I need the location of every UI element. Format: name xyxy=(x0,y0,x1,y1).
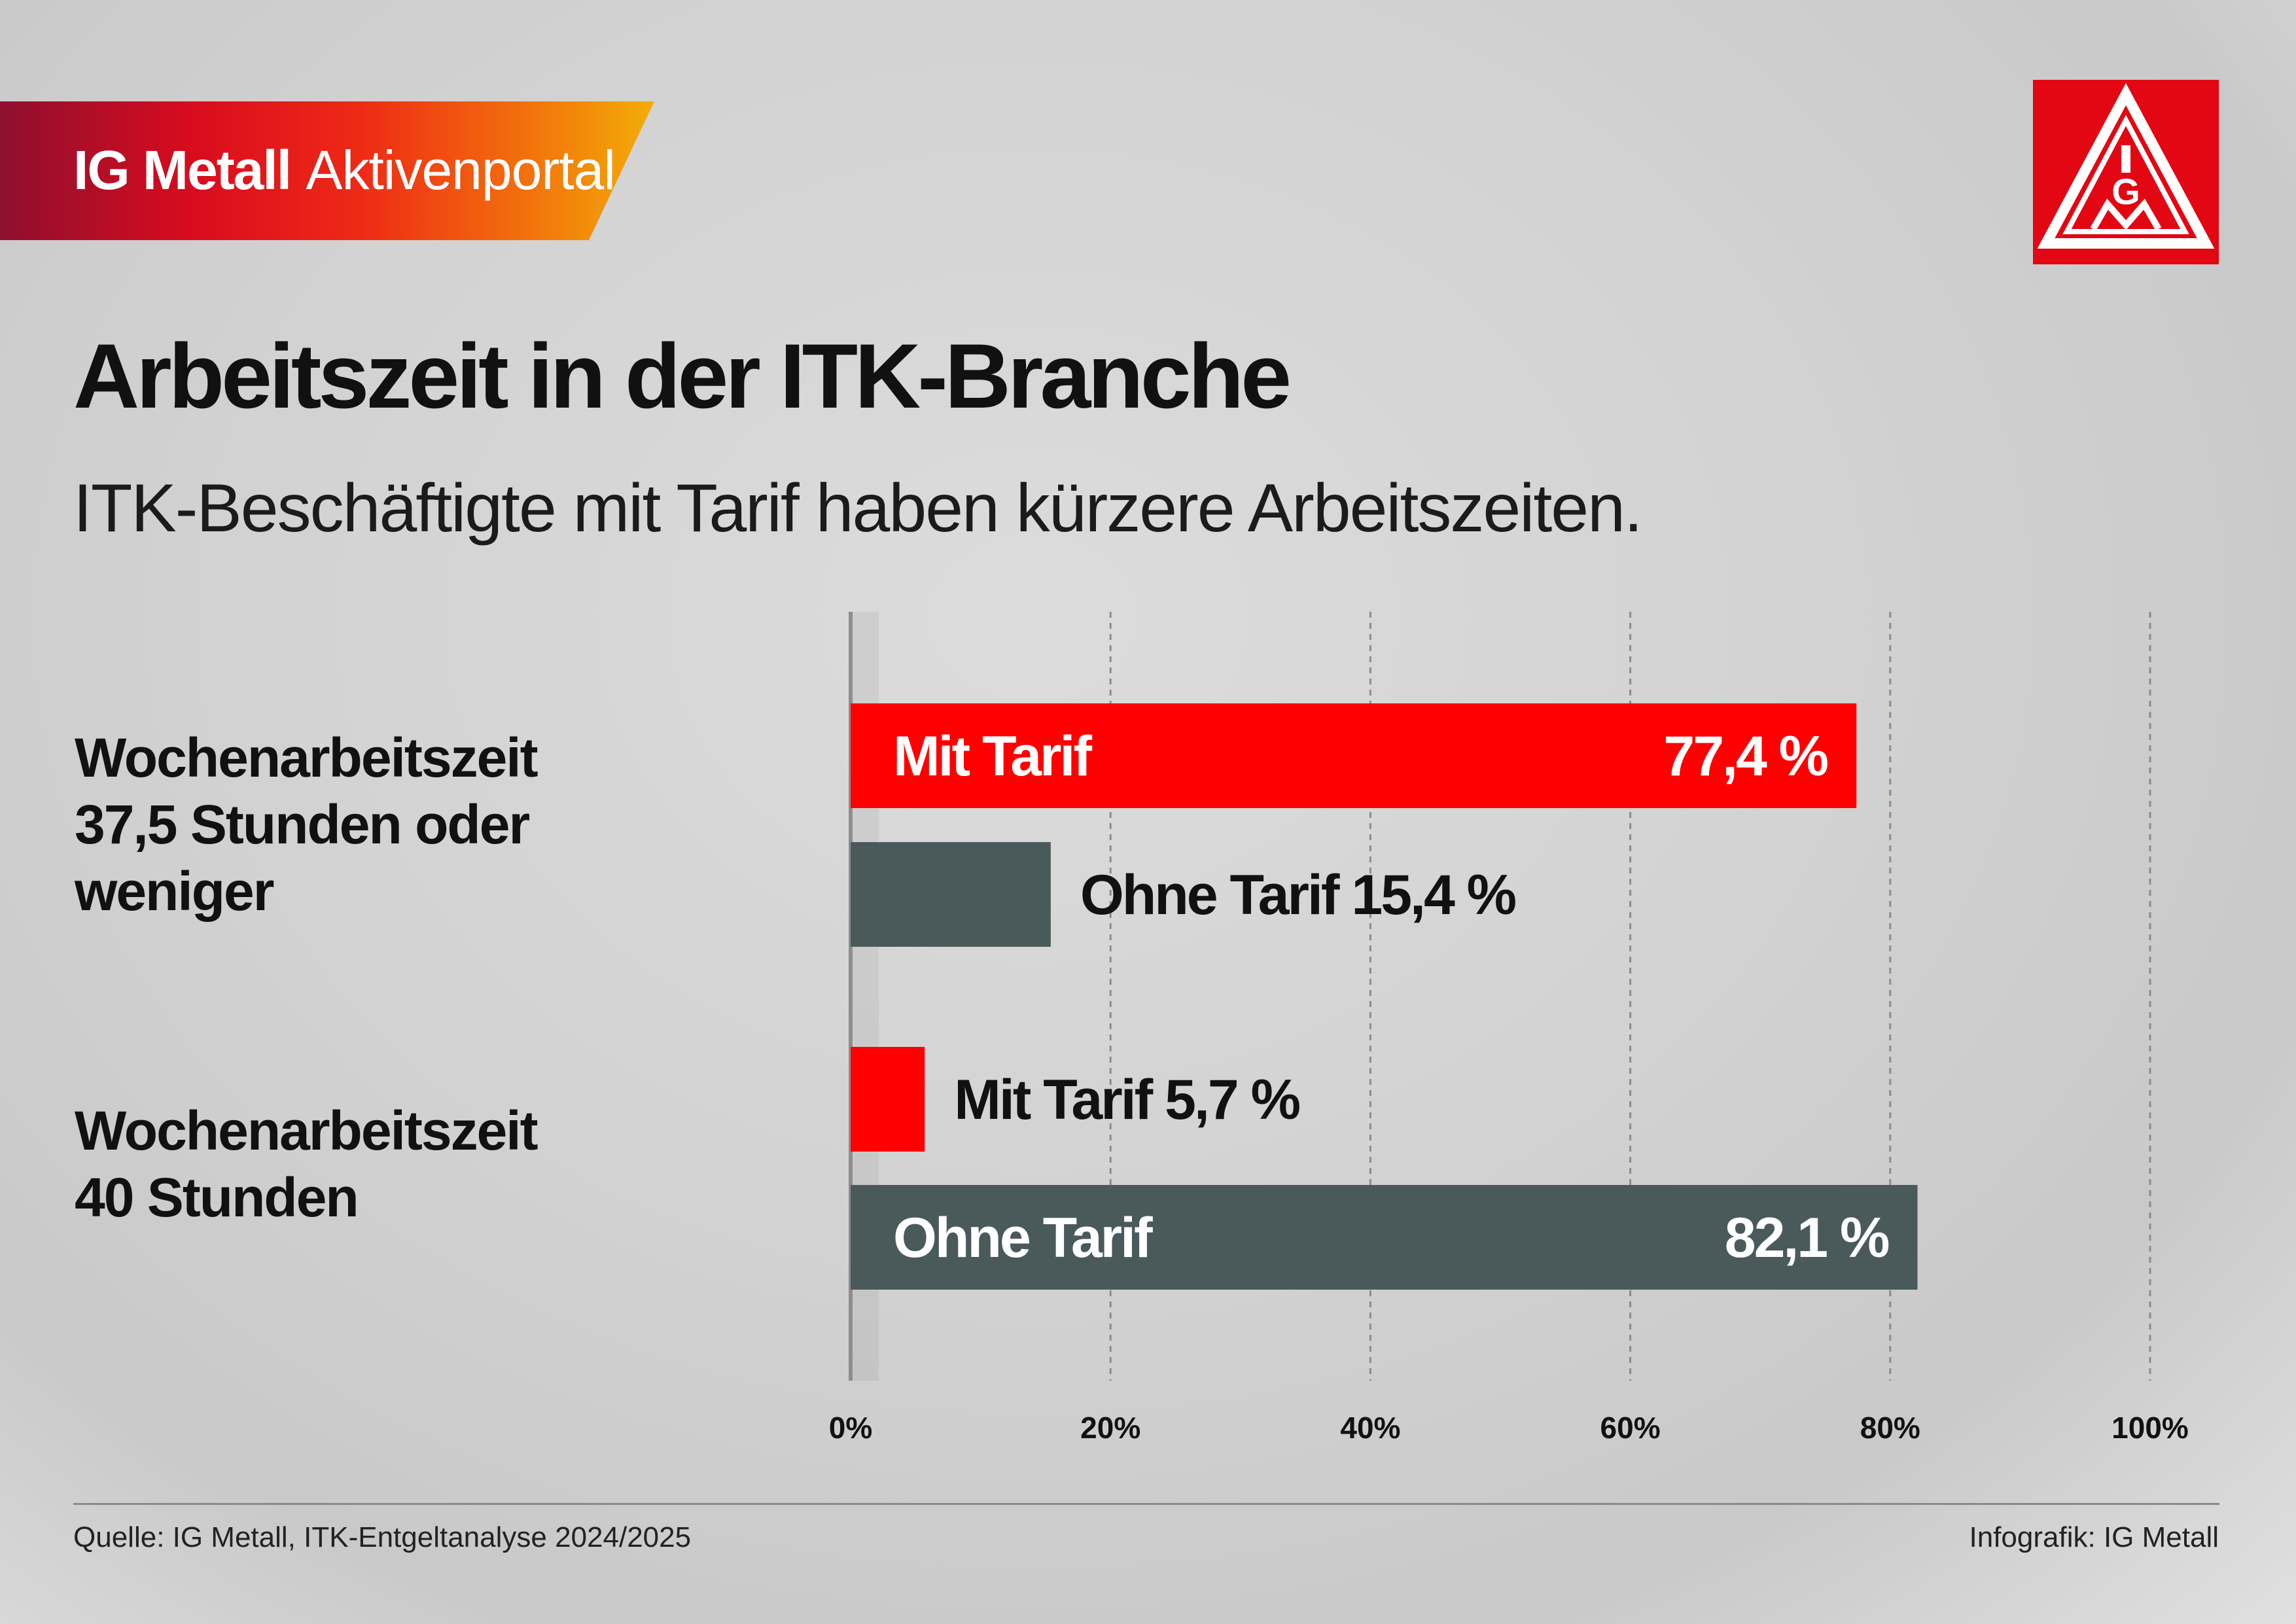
category-label-line: Wochenarbeitszeit xyxy=(75,727,539,788)
svg-text:G: G xyxy=(2111,171,2140,212)
x-tick-label: 20% xyxy=(1080,1411,1140,1445)
bar-value-label: 77,4 % xyxy=(1663,725,1828,788)
bar xyxy=(851,1185,1918,1290)
banner-portal: Aktivenportal xyxy=(306,139,616,201)
bar xyxy=(851,1047,925,1152)
source-note: Quelle: IG Metall, ITK-Entgeltanalyse 20… xyxy=(73,1521,692,1553)
footer-rule xyxy=(73,1503,2219,1505)
category-label-40: Wochenarbeitszeit 40 Stunden xyxy=(75,1097,539,1231)
bar-label: Mit Tarif 5,7 % xyxy=(954,1068,1299,1131)
category-label-line: 37,5 Stunden oder xyxy=(75,794,530,855)
category-label-line: Wochenarbeitszeit xyxy=(75,1100,539,1161)
bar-series-label: Ohne Tarif xyxy=(893,1207,1153,1269)
bar-value-label: 82,1 % xyxy=(1725,1207,1889,1269)
x-tick-label: 40% xyxy=(1340,1411,1400,1445)
category-label-line: weniger xyxy=(75,860,274,922)
brand-banner-text: IG Metall Aktivenportal xyxy=(73,143,616,198)
x-tick-label: 80% xyxy=(1860,1411,1920,1445)
brand-banner xyxy=(0,101,654,240)
bar xyxy=(851,842,1051,947)
x-tick-label: 0% xyxy=(829,1411,872,1445)
banner-brand: IG Metall xyxy=(73,139,292,201)
category-label-line: 40 Stunden xyxy=(75,1167,359,1228)
bar-series-label: Mit Tarif xyxy=(893,725,1092,788)
x-tick-label: 60% xyxy=(1600,1411,1661,1445)
x-tick-label: 100% xyxy=(2111,1411,2189,1445)
igm-logo: G xyxy=(2033,80,2219,264)
category-label-37-5: Wochenarbeitszeit 37,5 Stunden oder weni… xyxy=(75,724,539,925)
chart-subtitle: ITK-Beschäftigte mit Tarif haben kürzere… xyxy=(73,470,1643,546)
credit-note: Infografik: IG Metall xyxy=(1969,1521,2219,1553)
bar-label: Ohne Tarif 15,4 % xyxy=(1080,864,1516,927)
bar xyxy=(851,703,1857,808)
chart-title: Arbeitszeit in der ITK-Branche xyxy=(73,325,1292,427)
